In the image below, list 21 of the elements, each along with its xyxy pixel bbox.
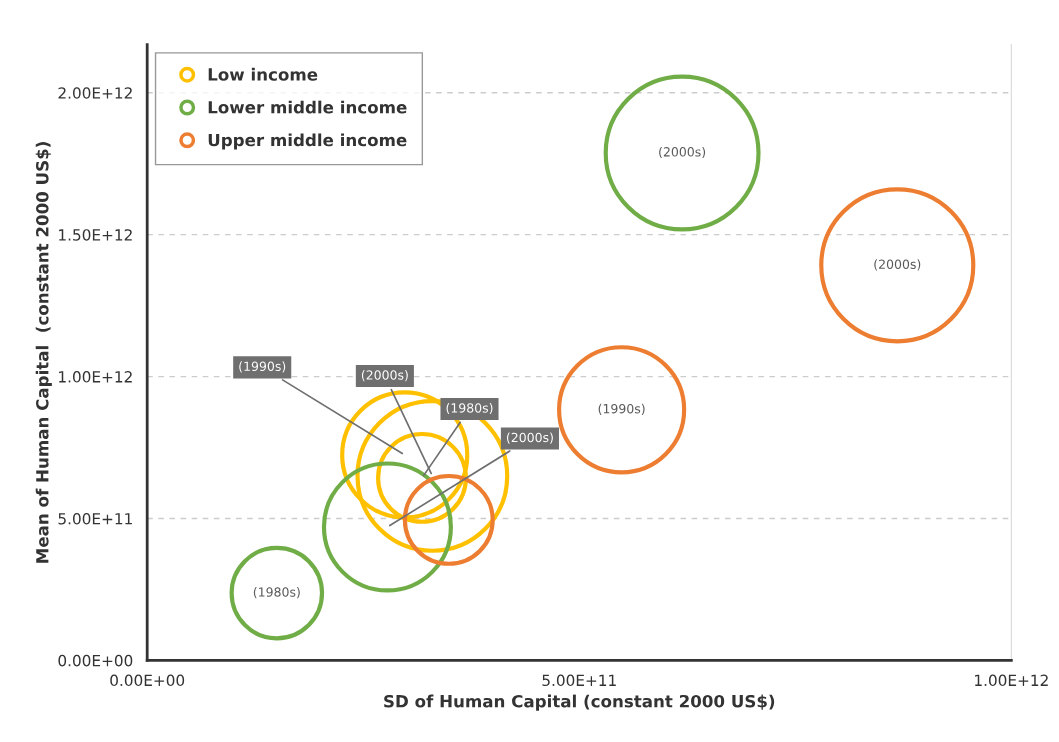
annotation: (1980s)	[253, 587, 300, 599]
y-tick-label: 1.00E+12	[59, 371, 132, 383]
y-axis-title: Mean of Human Capital (constant 2000 US$)	[35, 142, 52, 563]
annotation: (1990s)	[239, 361, 286, 373]
x-axis-title: SD of Human Capital (constant 2000 US$)	[384, 694, 775, 711]
legend-label: Low income	[208, 67, 318, 81]
annotation: (2000s)	[874, 259, 921, 271]
y-tick-label: 1.50E+12	[59, 229, 132, 241]
annotation: (2000s)	[506, 432, 553, 444]
annotation: (2000s)	[361, 370, 408, 382]
x-tick-label: 0.00E+00	[110, 674, 185, 687]
annotation: (1980s)	[446, 402, 493, 415]
y-tick-label: 5.00E+11	[58, 512, 132, 525]
y-tick-label: 0.00E+00	[58, 654, 133, 667]
legend-label: Upper middle income	[208, 133, 407, 150]
x-tick-label: 5.00E+11	[542, 674, 616, 687]
x-tick-label: 1.00E+12	[975, 674, 1048, 687]
annotation: (2000s)	[659, 146, 706, 159]
annotation: (1990s)	[598, 403, 645, 415]
y-tick-label: 2.00E+12	[58, 87, 132, 99]
legend-label: Lower middle income	[208, 100, 407, 114]
